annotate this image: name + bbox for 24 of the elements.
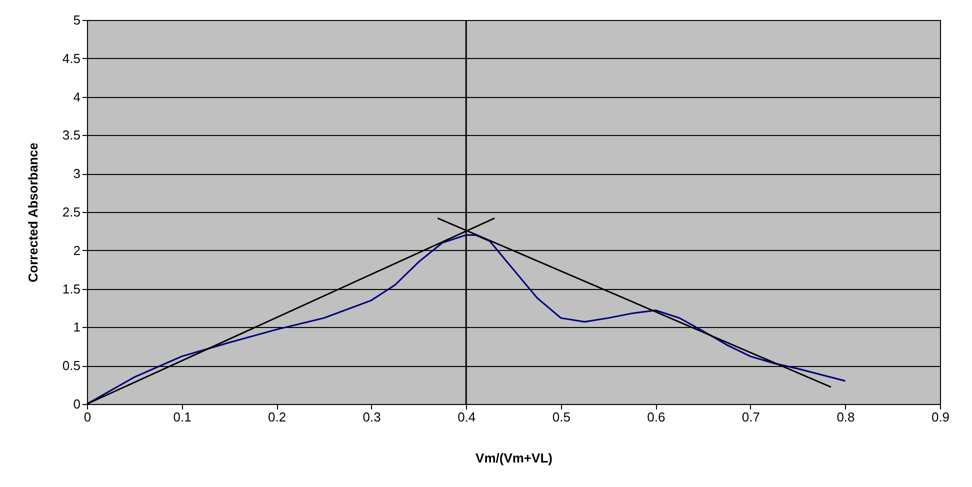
x-tick-label: 0.9 bbox=[931, 410, 950, 424]
y-tick-label: 2.5 bbox=[62, 204, 80, 220]
y-tick-label: 0.5 bbox=[62, 358, 80, 374]
x-tick-label: 0.1 bbox=[173, 410, 192, 424]
y-tick-label: 0 bbox=[73, 396, 80, 412]
x-tick-label: 0.2 bbox=[268, 410, 286, 424]
y-tick-label: 5 bbox=[73, 12, 80, 28]
y-tick-label: 3.5 bbox=[62, 128, 80, 143]
x-axis-title: Vm/(Vm+VL) bbox=[476, 450, 552, 466]
y-axis-title: Corrected Absorbance bbox=[25, 142, 40, 282]
x-tick-label: 0.8 bbox=[836, 410, 855, 424]
y-tick-label: 4 bbox=[73, 89, 80, 104]
x-tick-label: 0 bbox=[84, 410, 92, 424]
x-tick-label: 0.7 bbox=[742, 410, 760, 424]
x-tick-label: 0.5 bbox=[552, 410, 570, 424]
x-tick-label: 0.3 bbox=[362, 410, 381, 424]
x-tick-label: 0.4 bbox=[458, 410, 476, 424]
y-tick-label: 3 bbox=[73, 166, 80, 182]
y-tick-label: 2 bbox=[73, 242, 80, 258]
line-series bbox=[86, 234, 846, 405]
y-tick-label: 4.5 bbox=[62, 50, 80, 66]
x-tick-label: 0.6 bbox=[647, 410, 666, 424]
y-tick-label: 1 bbox=[73, 320, 80, 335]
y-tick-label: 1.5 bbox=[62, 281, 80, 296]
